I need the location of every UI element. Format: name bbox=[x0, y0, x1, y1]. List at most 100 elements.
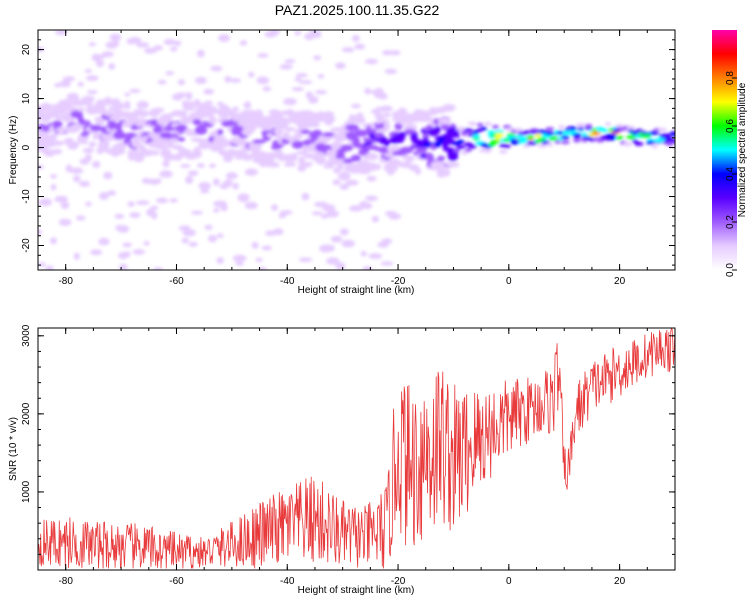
spectrogram-cell-61 bbox=[58, 218, 72, 226]
spectrogram-cell-29 bbox=[45, 265, 54, 270]
spectrogram-cell-1037 bbox=[670, 139, 675, 144]
spectrogram-cell-357 bbox=[203, 88, 215, 95]
spectrogram-cell-398 bbox=[223, 179, 233, 188]
spectrogram-cell-8 bbox=[38, 229, 43, 235]
spectrogram-cell-646 bbox=[335, 62, 346, 70]
spectrogram-cell-881 bbox=[467, 121, 477, 126]
spectrogram-cell-258 bbox=[156, 145, 168, 150]
spectrogram-cell-246 bbox=[151, 211, 158, 220]
spectrogram-cell-373 bbox=[212, 178, 220, 186]
spectrogram-cell-685 bbox=[354, 117, 366, 124]
spectrogram-cell-654 bbox=[339, 183, 349, 190]
spectrogram-cell-869 bbox=[453, 148, 460, 153]
spectrogram-cell-401 bbox=[227, 148, 236, 158]
spectrogram-cell-867 bbox=[453, 133, 460, 138]
spectrogram-cell-304 bbox=[180, 164, 191, 168]
spectrogram-cell-668 bbox=[345, 179, 359, 186]
spectrogram-cell-749 bbox=[384, 139, 390, 147]
spectrogram-cell-785 bbox=[399, 146, 414, 154]
spectrogram-cell-918 bbox=[518, 139, 527, 144]
spectrogram-cell-542 bbox=[290, 152, 298, 162]
spectrogram-cell-587 bbox=[308, 96, 319, 104]
spectrogram-cell-42 bbox=[50, 140, 65, 146]
spectrogram-cell-718 bbox=[369, 163, 382, 171]
spectrogram-cell-694 bbox=[360, 250, 367, 257]
spectrogram-cell-424 bbox=[232, 254, 247, 262]
spectrogram-panel: -80 -60 -40 -20 0 20 -20 -10 0 10 20 Height of str… bbox=[8, 29, 676, 296]
spectrogram-cell-675 bbox=[350, 154, 361, 162]
spectrogram-cell-478 bbox=[257, 53, 269, 58]
spectrogram-cell-661 bbox=[341, 239, 355, 248]
spectrogram-cell-173 bbox=[114, 213, 125, 219]
spectrogram-cell-883 bbox=[472, 134, 480, 139]
spectrogram-cell-269 bbox=[161, 170, 171, 175]
spectrogram-cell-631 bbox=[326, 210, 339, 218]
spectrogram-cell-711 bbox=[364, 58, 379, 65]
spectrogram-cell-619 bbox=[324, 118, 334, 126]
spectrogram-cell-770 bbox=[394, 122, 403, 131]
snr-xtick-label: -40 bbox=[280, 576, 295, 587]
spectrogram-cell-870 bbox=[455, 145, 466, 150]
spectrogram-cell-235 bbox=[144, 47, 157, 54]
spectrogram-cell-452 bbox=[244, 168, 258, 176]
spectrogram-cell-923 bbox=[522, 130, 531, 135]
spectrogram-cell-244 bbox=[150, 205, 159, 211]
spectrogram-cell-306 bbox=[181, 237, 190, 244]
colorbar-ticks: 0.0 0.2 0.4 0.6 0.8 bbox=[725, 71, 737, 277]
spectrogram-cell-935 bbox=[537, 143, 547, 148]
spectrogram-cell-786 bbox=[401, 161, 412, 168]
spectrogram-cell-1026 bbox=[657, 127, 667, 132]
spectrogram-cell-104 bbox=[82, 147, 95, 154]
spectrogram-cell-961 bbox=[572, 133, 582, 138]
spectrogram-cell-516 bbox=[273, 228, 284, 236]
spectrogram-cell-929 bbox=[529, 130, 540, 135]
spectrogram-cell-866 bbox=[446, 161, 460, 168]
spectrogram-cell-52 bbox=[57, 126, 65, 136]
spectrogram-xtick-label: -40 bbox=[280, 276, 295, 287]
spectrogram-cell-139 bbox=[98, 192, 109, 200]
spectrogram-cell-136 bbox=[98, 140, 110, 147]
spectrogram-cell-737 bbox=[379, 148, 387, 154]
spectrogram-cell-838 bbox=[430, 160, 445, 170]
spectrogram-cell-570 bbox=[301, 192, 310, 201]
spectrogram-cell-276 bbox=[163, 38, 176, 46]
spectrogram-cell-652 bbox=[339, 228, 349, 236]
spectrogram-cell-774 bbox=[393, 138, 404, 144]
spectrogram-cell-339 bbox=[197, 49, 205, 58]
spectrogram-cell-658 bbox=[343, 158, 354, 164]
spectrogram-cell-82 bbox=[72, 175, 81, 183]
spectrogram-cell-34 bbox=[49, 133, 58, 140]
spectrogram-cell-171 bbox=[114, 102, 125, 109]
spectrogram-cell-678 bbox=[350, 103, 361, 109]
spectrogram-cell-596 bbox=[313, 55, 322, 61]
spectrogram-cell-713 bbox=[365, 195, 378, 202]
spectrogram-cell-637 bbox=[330, 235, 343, 243]
spectrogram-cell-504 bbox=[269, 30, 280, 36]
spectrogram-cell-947 bbox=[554, 140, 561, 144]
spectrogram-cell-365 bbox=[208, 106, 217, 114]
spectrogram-cell-939 bbox=[545, 126, 555, 131]
spectrogram-cell-471 bbox=[255, 257, 263, 262]
spectrogram-cell-702 bbox=[362, 202, 373, 210]
spectrogram-cell-689 bbox=[358, 148, 370, 156]
spectrogram-cell-46 bbox=[54, 83, 61, 88]
spectrogram-cell-952 bbox=[560, 140, 570, 145]
spectrogram-cell-744 bbox=[383, 112, 391, 118]
spectrogram-cell-144 bbox=[104, 110, 112, 117]
spectrogram-cell-118 bbox=[90, 124, 103, 132]
spectrogram-cell-848 bbox=[439, 168, 451, 177]
spectrogram-cell-329 bbox=[190, 210, 204, 215]
spectrogram-cell-359 bbox=[208, 116, 217, 125]
spectrogram-cell-798 bbox=[410, 132, 418, 142]
spectrogram-cell-196 bbox=[127, 201, 135, 208]
spectrogram-cell-263 bbox=[157, 79, 167, 85]
spectrogram-cell-280 bbox=[169, 198, 178, 203]
spectrogram-cell-220 bbox=[135, 200, 150, 206]
spectrogram-cell-14 bbox=[38, 262, 46, 267]
spectrogram-cell-347 bbox=[199, 189, 210, 194]
spectrogram-cell-537 bbox=[284, 59, 296, 64]
spectrogram-cell-378 bbox=[217, 129, 224, 136]
spectrogram-cell-779 bbox=[398, 131, 407, 138]
spectrogram-cell-366 bbox=[209, 163, 216, 168]
spectrogram-cell-572 bbox=[306, 161, 313, 167]
